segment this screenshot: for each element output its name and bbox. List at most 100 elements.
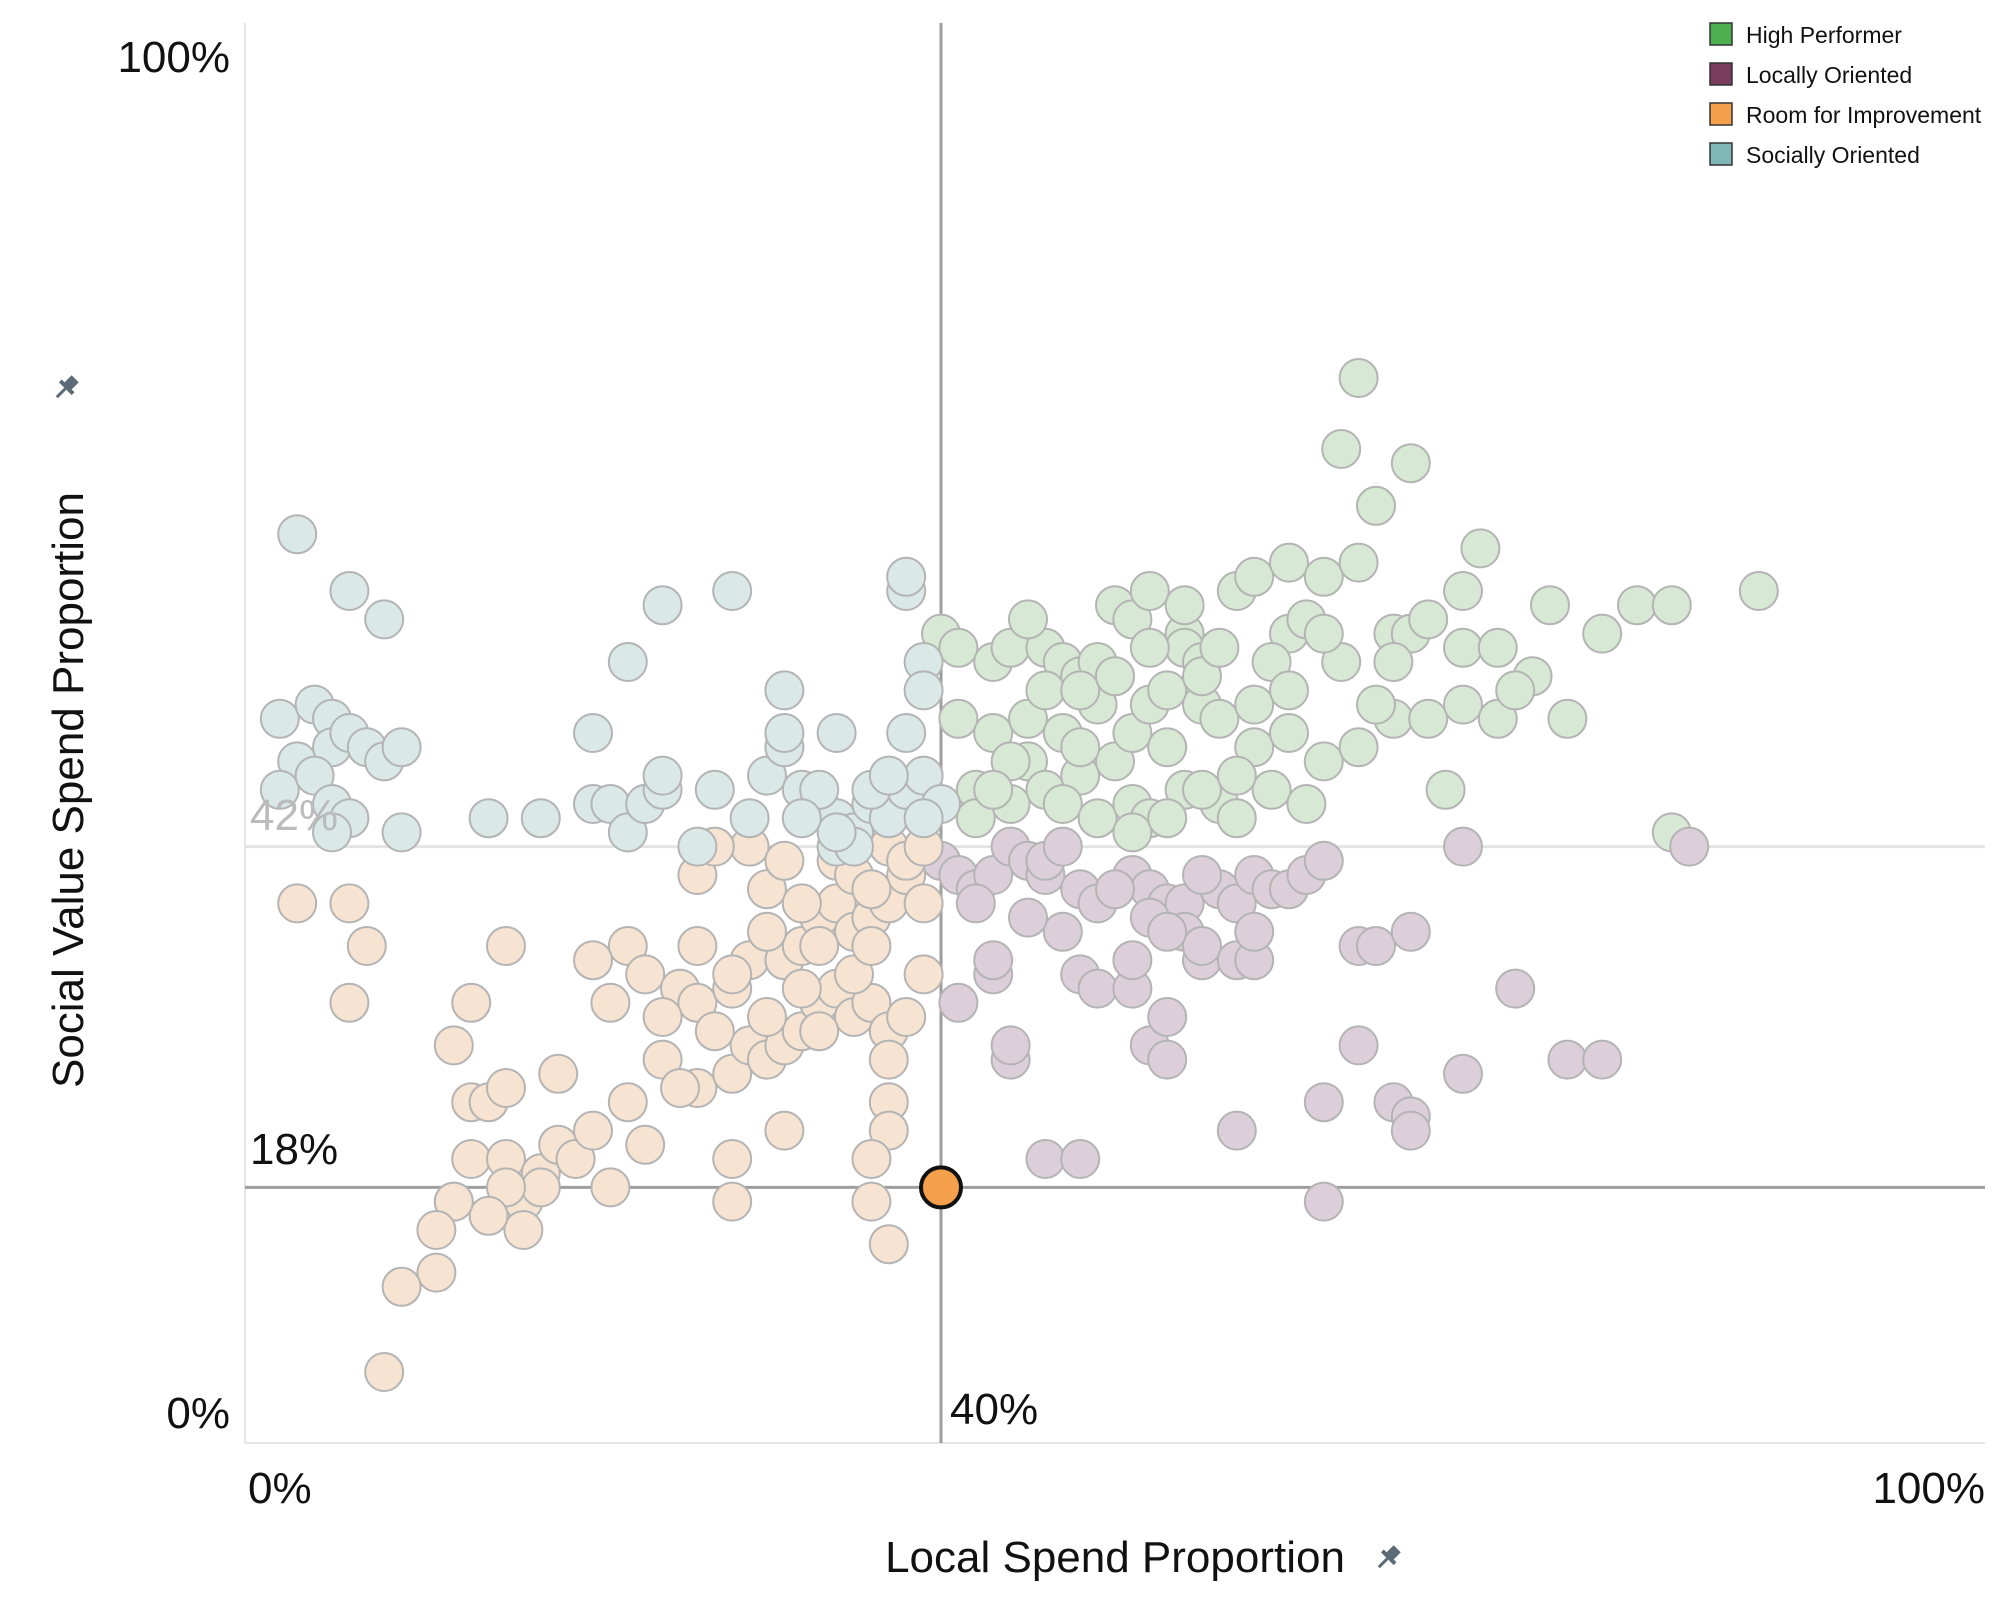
data-point-high-performer[interactable] [1269,542,1309,583]
highlighted-data-point[interactable] [919,1165,963,1210]
data-point-high-performer[interactable] [1582,613,1623,654]
data-point-room-for-improvement[interactable] [503,1210,544,1250]
data-point-locally-oriented[interactable] [1042,911,1083,952]
data-point-high-performer[interactable] [1338,358,1379,398]
data-point-socially-oriented[interactable] [312,812,352,853]
data-point-socially-oriented[interactable] [903,798,944,839]
data-point-locally-oriented[interactable] [1234,911,1275,952]
data-point-high-performer[interactable] [1112,812,1153,853]
data-point-room-for-improvement[interactable] [468,1195,509,1236]
data-point-room-for-improvement[interactable] [851,1139,892,1179]
data-point-room-for-improvement[interactable] [607,1082,648,1123]
data-point-socially-oriented[interactable] [712,571,753,611]
data-point-room-for-improvement[interactable] [346,926,387,966]
data-point-high-performer[interactable] [1477,627,1518,668]
data-point-socially-oriented[interactable] [729,798,770,839]
data-point-locally-oriented[interactable] [1443,826,1483,867]
data-point-room-for-improvement[interactable] [590,982,631,1023]
data-point-high-performer[interactable] [1060,727,1101,768]
data-point-locally-oriented[interactable] [1303,1082,1344,1123]
data-point-room-for-improvement[interactable] [781,883,822,924]
data-point-room-for-improvement[interactable] [886,997,927,1037]
data-point-room-for-improvement[interactable] [625,954,666,995]
data-point-locally-oriented[interactable] [1390,1110,1431,1151]
data-point-socially-oriented[interactable] [520,798,561,839]
data-point-room-for-improvement[interactable] [451,1139,492,1179]
data-point-locally-oriented[interactable] [990,1025,1031,1066]
data-point-high-performer[interactable] [1129,571,1170,611]
data-point-high-performer[interactable] [1060,670,1101,711]
data-point-room-for-improvement[interactable] [903,883,944,924]
data-point-high-performer[interactable] [1408,599,1449,640]
data-point-socially-oriented[interactable] [607,642,648,682]
data-point-socially-oriented[interactable] [781,798,822,839]
data-point-high-performer[interactable] [1303,613,1344,654]
data-point-high-performer[interactable] [1199,698,1240,739]
data-point-socially-oriented[interactable] [764,670,805,711]
data-point-locally-oriented[interactable] [1112,940,1153,981]
data-point-socially-oriented[interactable] [259,698,300,739]
data-point-locally-oriented[interactable] [1582,1039,1623,1080]
data-point-high-performer[interactable] [1286,784,1327,824]
data-point-room-for-improvement[interactable] [364,1352,405,1392]
data-point-locally-oriented[interactable] [973,940,1014,981]
data-point-locally-oriented[interactable] [1025,1139,1066,1179]
x-axis-pin-icon[interactable] [1372,1542,1403,1573]
data-point-socially-oriented[interactable] [329,571,370,611]
data-point-room-for-improvement[interactable] [590,1167,631,1208]
data-point-room-for-improvement[interactable] [694,1011,735,1052]
data-point-high-performer[interactable] [1147,670,1188,711]
data-point-room-for-improvement[interactable] [642,997,683,1037]
data-point-high-performer[interactable] [1373,642,1414,682]
data-point-high-performer[interactable] [1269,670,1309,711]
data-point-room-for-improvement[interactable] [573,940,613,981]
data-point-high-performer[interactable] [1234,684,1275,725]
data-point-high-performer[interactable] [973,769,1014,810]
data-point-high-performer[interactable] [1129,627,1170,668]
data-point-room-for-improvement[interactable] [573,1110,613,1151]
data-point-high-performer[interactable] [938,698,979,739]
data-point-high-performer[interactable] [1234,556,1275,597]
data-point-room-for-improvement[interactable] [677,926,718,966]
data-point-high-performer[interactable] [1738,571,1779,611]
y-axis-pin-icon[interactable] [50,372,81,403]
data-point-high-performer[interactable] [1390,443,1431,484]
data-point-room-for-improvement[interactable] [781,968,822,1009]
data-point-locally-oriented[interactable] [1547,1039,1588,1080]
data-point-room-for-improvement[interactable] [625,1124,666,1165]
data-point-locally-oriented[interactable] [1495,968,1536,1009]
legend-item-high-performer[interactable]: High Performer [1709,22,1902,48]
data-point-socially-oriented[interactable] [642,755,683,796]
data-point-high-performer[interactable] [1530,585,1570,626]
data-point-room-for-improvement[interactable] [416,1252,457,1293]
data-point-high-performer[interactable] [1182,769,1222,810]
data-point-socially-oriented[interactable] [277,514,318,555]
data-point-high-performer[interactable] [1425,769,1466,810]
data-point-high-performer[interactable] [1356,684,1396,725]
data-point-high-performer[interactable] [1216,755,1257,796]
data-point-room-for-improvement[interactable] [764,840,805,881]
data-point-socially-oriented[interactable] [816,713,857,753]
data-point-room-for-improvement[interactable] [520,1167,561,1208]
data-point-high-performer[interactable] [1164,585,1205,626]
data-point-locally-oriented[interactable] [1356,926,1396,966]
data-point-room-for-improvement[interactable] [660,1068,700,1108]
data-point-high-performer[interactable] [1495,670,1536,711]
data-point-room-for-improvement[interactable] [416,1210,457,1250]
data-point-room-for-improvement[interactable] [712,1181,753,1222]
data-point-room-for-improvement[interactable] [868,1224,909,1265]
data-point-high-performer[interactable] [1269,713,1309,753]
data-point-room-for-improvement[interactable] [381,1266,422,1307]
data-point-high-performer[interactable] [1147,727,1188,768]
legend-item-room-for-improvement[interactable]: Room for Improvement [1709,102,1982,128]
data-point-high-performer[interactable] [1147,798,1188,839]
data-point-socially-oriented[interactable] [468,798,509,839]
data-point-room-for-improvement[interactable] [433,1025,474,1066]
data-point-high-performer[interactable] [1338,727,1379,768]
data-point-room-for-improvement[interactable] [799,1011,840,1052]
data-point-socially-oriented[interactable] [381,727,422,768]
data-point-high-performer[interactable] [1617,585,1657,626]
data-point-room-for-improvement[interactable] [538,1053,579,1094]
data-point-locally-oriented[interactable] [1008,897,1048,938]
data-point-socially-oriented[interactable] [694,769,735,810]
